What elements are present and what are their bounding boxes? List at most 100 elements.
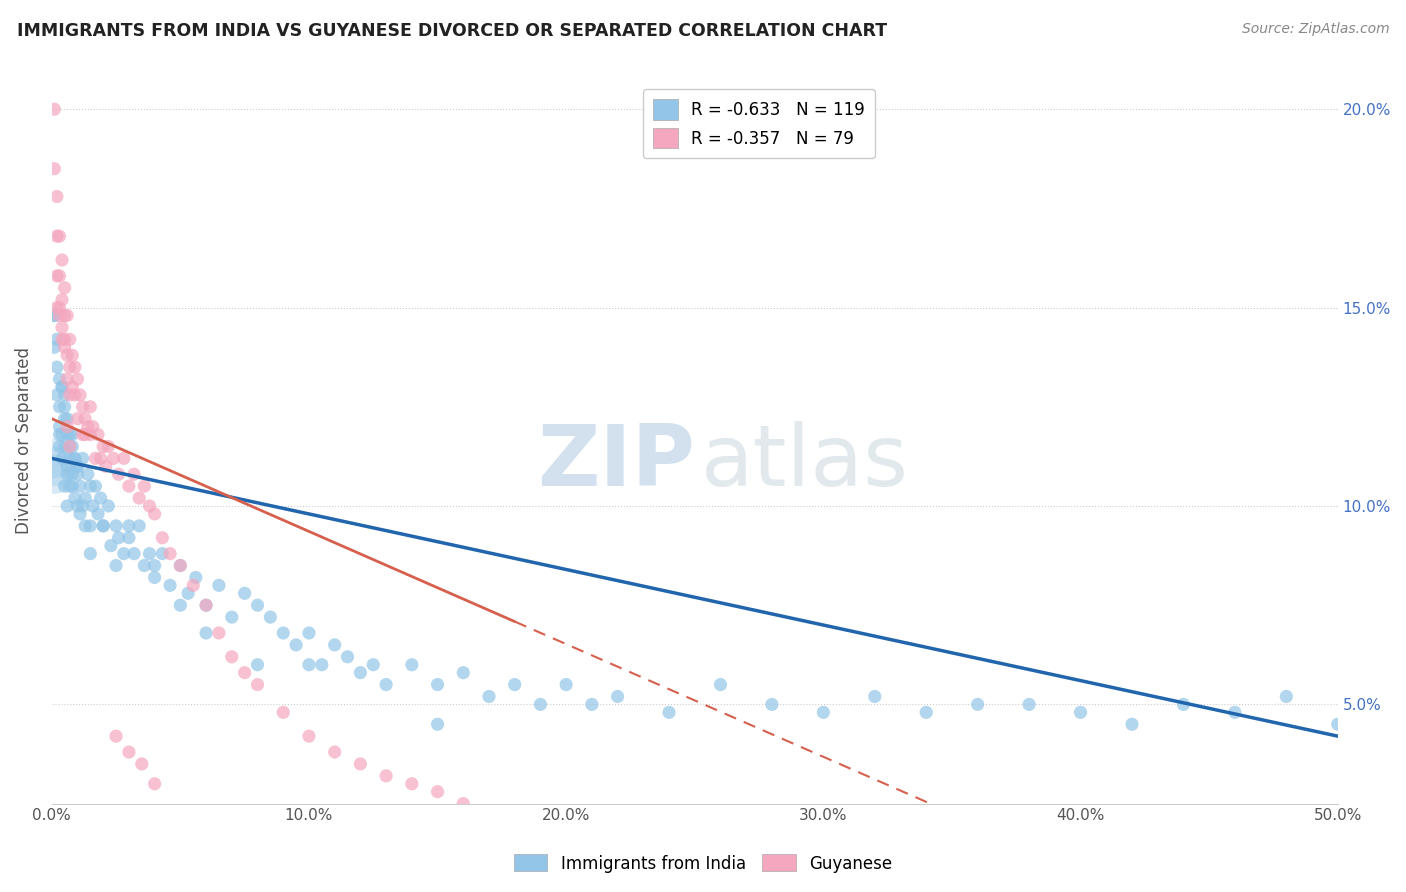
Point: [60, 348, 83, 362]
Point: [45, 459, 67, 474]
Point: [298, 657, 321, 672]
Point: [75, 427, 97, 442]
Point: [84, 479, 107, 493]
Point: [51, 252, 73, 267]
Point: [56, 427, 79, 442]
Point: [51, 293, 73, 307]
Point: [105, 558, 128, 573]
Point: [44, 102, 66, 116]
Point: [45, 301, 67, 315]
Point: [76, 419, 98, 434]
Point: [349, 756, 371, 771]
Point: [44, 309, 66, 323]
Point: [59, 451, 82, 466]
Text: Source: ZipAtlas.com: Source: ZipAtlas.com: [1241, 22, 1389, 37]
Point: [131, 756, 153, 771]
Point: [51, 380, 73, 394]
Point: [177, 586, 200, 600]
Point: [51, 451, 73, 466]
Point: [48, 268, 70, 283]
Point: [97, 499, 120, 513]
Point: [349, 665, 371, 680]
Point: [118, 479, 141, 493]
Point: [79, 519, 101, 533]
Point: [45, 268, 67, 283]
Point: [311, 657, 333, 672]
Point: [246, 657, 269, 672]
Point: [60, 427, 83, 442]
Text: atlas: atlas: [702, 421, 910, 504]
Point: [59, 360, 82, 375]
Point: [233, 586, 256, 600]
Point: [66, 499, 89, 513]
Point: [555, 677, 578, 691]
Point: [66, 372, 89, 386]
Point: [503, 816, 526, 830]
Legend: Immigrants from India, Guyanese: Immigrants from India, Guyanese: [508, 847, 898, 880]
Point: [233, 665, 256, 680]
Point: [426, 785, 449, 799]
Y-axis label: Divorced or Separated: Divorced or Separated: [15, 347, 32, 534]
Point: [91, 519, 114, 533]
Point: [51, 380, 73, 394]
Point: [56, 309, 79, 323]
Point: [72, 499, 94, 513]
Point: [451, 797, 474, 811]
Point: [53, 332, 76, 346]
Point: [184, 570, 207, 584]
Point: [87, 427, 110, 442]
Point: [271, 706, 294, 720]
Point: [48, 400, 70, 414]
Point: [53, 388, 76, 402]
Point: [82, 499, 104, 513]
Point: [375, 677, 398, 691]
Point: [259, 610, 281, 624]
Point: [105, 729, 128, 743]
Point: [87, 507, 110, 521]
Point: [1326, 717, 1348, 731]
Point: [1275, 690, 1298, 704]
Point: [195, 626, 218, 640]
Point: [53, 440, 76, 454]
Point: [53, 479, 76, 493]
Point: [79, 400, 101, 414]
Point: [56, 411, 79, 425]
Point: [863, 690, 886, 704]
Point: [169, 598, 191, 612]
Point: [103, 451, 125, 466]
Point: [221, 649, 243, 664]
Point: [56, 459, 79, 474]
Point: [56, 348, 79, 362]
Point: [122, 467, 145, 482]
Point: [45, 388, 67, 402]
Point: [59, 388, 82, 402]
Point: [45, 189, 67, 203]
Point: [118, 531, 141, 545]
Point: [79, 479, 101, 493]
Point: [72, 400, 94, 414]
Point: [59, 440, 82, 454]
Point: [401, 777, 423, 791]
Point: [221, 610, 243, 624]
Point: [246, 598, 269, 612]
Point: [426, 717, 449, 731]
Point: [56, 499, 79, 513]
Point: [91, 440, 114, 454]
Point: [79, 427, 101, 442]
Point: [48, 419, 70, 434]
Text: IMMIGRANTS FROM INDIA VS GUYANESE DIVORCED OR SEPARATED CORRELATION CHART: IMMIGRANTS FROM INDIA VS GUYANESE DIVORC…: [17, 22, 887, 40]
Point: [401, 657, 423, 672]
Point: [59, 440, 82, 454]
Point: [72, 451, 94, 466]
Point: [63, 388, 86, 402]
Point: [143, 570, 166, 584]
Point: [72, 427, 94, 442]
Point: [44, 309, 66, 323]
Point: [45, 360, 67, 375]
Point: [169, 558, 191, 573]
Point: [60, 440, 83, 454]
Point: [94, 459, 117, 474]
Point: [69, 507, 91, 521]
Point: [63, 451, 86, 466]
Point: [581, 698, 603, 712]
